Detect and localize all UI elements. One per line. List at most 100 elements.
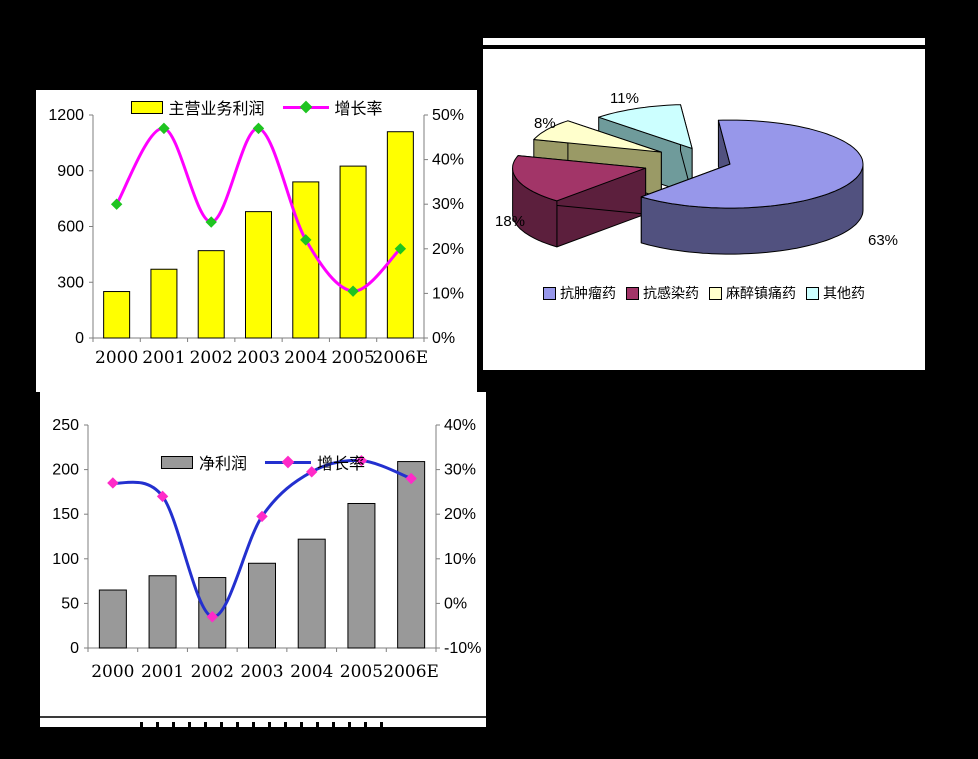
- line-marker: [355, 454, 368, 467]
- bar: [245, 211, 272, 339]
- legend-key-swatch: [806, 286, 819, 300]
- right-axis-label: 30%: [432, 196, 464, 213]
- net-profit-combo-chart: 0 50 100 150 200 250 -10% 0% 10% 20% 30% 40% 2000 200…: [52, 417, 481, 682]
- legend-item: 麻醉镇痛药: [709, 283, 796, 303]
- right-axis-label: 20%: [444, 506, 476, 523]
- chart-panel-net-profit: 0 50 100 150 200 250 -10% 0% 10% 20% 30% 40% 2000 200…: [40, 392, 486, 727]
- line-marker: [205, 216, 217, 228]
- left-axis-label: 0: [70, 640, 79, 657]
- bar: [292, 181, 320, 339]
- line-marker: [252, 122, 265, 135]
- line-marker: [405, 472, 417, 485]
- legend-label: 其他药: [823, 285, 865, 301]
- chart-panel-main-profit: 0 300 600 900 1200 0% 10% 20% 30% 40% 50% 2000 2001 2…: [36, 90, 477, 392]
- right-axis-label: 10%: [444, 551, 476, 568]
- line-marker: [306, 466, 318, 478]
- category-label: 2001: [141, 662, 184, 682]
- right-axis-label: 10%: [432, 285, 464, 302]
- legend-label: 增长率: [317, 456, 366, 473]
- left-axis-label: 150: [52, 506, 79, 523]
- category-label: 2003: [240, 662, 283, 682]
- right-axis-label: 50%: [432, 107, 464, 124]
- category-label: 2006E: [373, 348, 429, 368]
- right-axis-label: 40%: [444, 417, 476, 434]
- right-axis-label: 30%: [444, 462, 476, 479]
- legend-bar-swatch: [130, 100, 163, 114]
- legend-label: 抗肿瘤药: [560, 285, 616, 301]
- left-axis-label: 200: [52, 462, 79, 479]
- line-marker: [394, 243, 407, 255]
- category-label: 2000: [91, 662, 134, 682]
- category-label: 2004: [284, 348, 327, 368]
- legend-key-swatch: [626, 286, 639, 300]
- bar: [386, 131, 414, 339]
- left-axis-label: 100: [52, 551, 79, 568]
- bar: [347, 502, 376, 649]
- pie-data-label: 63%: [868, 232, 898, 249]
- category-label: 2006E: [383, 662, 439, 682]
- pie-slice-top: [512, 155, 647, 202]
- legend-line-swatch: [282, 100, 329, 114]
- left-axis-label: 0: [75, 330, 84, 347]
- legend-label: 净利润: [198, 456, 247, 473]
- left-axis-label: 1200: [48, 107, 84, 124]
- legend-key-swatch: [543, 286, 556, 300]
- left-axis-label: 900: [57, 163, 84, 180]
- category-label: 2005: [331, 348, 374, 368]
- right-axis-label: 0%: [444, 595, 467, 612]
- bar: [148, 575, 177, 649]
- category-label: 2000: [95, 348, 138, 368]
- line-marker: [158, 122, 170, 135]
- panel-top-rule: [483, 45, 925, 49]
- legend-item: 抗感染药: [626, 283, 699, 303]
- bar: [197, 250, 225, 339]
- line-marker: [256, 510, 268, 523]
- line-marker: [107, 477, 119, 489]
- legend-item: 抗肿瘤药: [543, 283, 616, 303]
- pie-data-label: 8%: [534, 115, 556, 132]
- line-marker: [156, 490, 169, 503]
- bar: [248, 562, 276, 649]
- category-label: 2001: [142, 348, 185, 368]
- pie-slice-top: [598, 104, 693, 149]
- legend-line-swatch: [265, 455, 311, 469]
- legend-diamond-marker-icon: [299, 100, 312, 114]
- left-axis-label: 250: [52, 417, 79, 434]
- bar: [103, 291, 131, 339]
- line-marker: [347, 285, 359, 297]
- pie-legend: 抗肿瘤药 抗感染药 麻醉镇痛药 其他药: [543, 283, 865, 303]
- left-axis-label: 50: [61, 595, 79, 612]
- left-axis-label: 300: [57, 274, 84, 291]
- legend-item: 净利润: [160, 450, 247, 474]
- line-marker: [110, 198, 123, 210]
- category-label: 2004: [290, 662, 333, 682]
- bar: [397, 461, 426, 649]
- main-profit-legend: 主营业务利润 增长率: [130, 95, 383, 119]
- category-label: 2005: [340, 662, 383, 682]
- legend-item: 增长率: [282, 95, 383, 119]
- left-axis-label: 600: [57, 219, 84, 236]
- bar: [297, 538, 326, 649]
- legend-label: 抗感染药: [643, 285, 699, 301]
- category-label: 2002: [190, 348, 233, 368]
- right-axis-label: 40%: [432, 152, 464, 169]
- right-axis-label: -10%: [444, 640, 481, 657]
- pie-data-label: 18%: [495, 213, 525, 230]
- category-label: 2003: [237, 348, 280, 368]
- legend-bar-swatch: [160, 455, 193, 469]
- drug-category-pie-chart: 63% 18% 8% 11%: [495, 90, 898, 255]
- legend-label: 麻醉镇痛药: [726, 285, 796, 301]
- line-marker: [206, 611, 218, 623]
- pie-data-label: 11%: [610, 90, 639, 107]
- legend-label: 主营业务利润: [168, 101, 265, 118]
- legend-item: 增长率: [265, 450, 365, 474]
- pie-slice-top: [533, 120, 662, 153]
- chart-panel-drug-mix: 63% 18% 8% 11% 抗肿瘤药 抗感染药 麻醉镇痛药 其他药: [483, 38, 925, 370]
- legend-item: 其他药: [806, 283, 865, 303]
- right-axis-label: 20%: [432, 241, 464, 258]
- legend-diamond-marker-icon: [281, 455, 295, 469]
- right-axis-label: 0%: [432, 330, 455, 347]
- pie-slice-top: [640, 119, 864, 209]
